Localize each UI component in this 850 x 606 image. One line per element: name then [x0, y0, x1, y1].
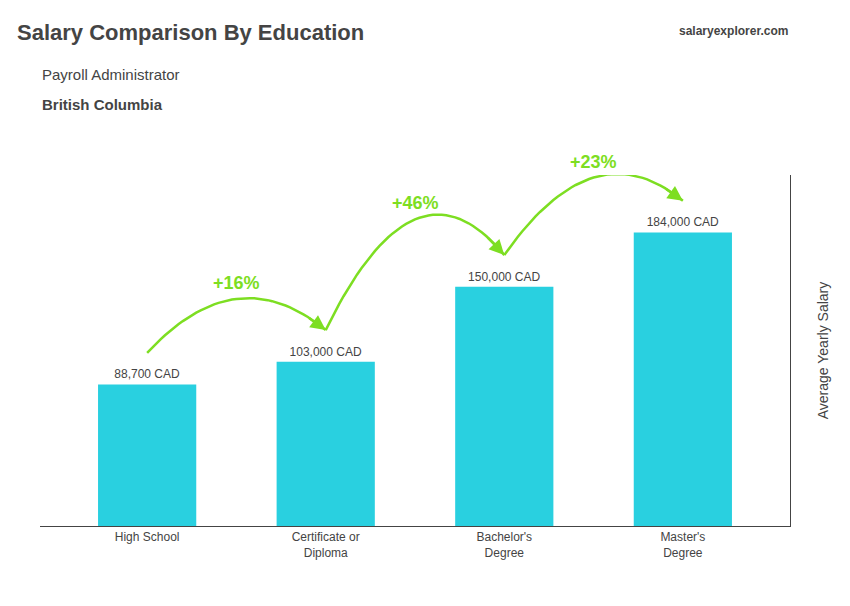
svg-text:+46%: +46%	[392, 193, 439, 213]
svg-text:Average Yearly Salary: Average Yearly Salary	[815, 282, 831, 420]
svg-text:Salary Comparison By Education: Salary Comparison By Education	[17, 20, 364, 45]
svg-text:Bachelor'sDegree: Bachelor'sDegree	[476, 530, 532, 560]
svg-text:88,700 CAD: 88,700 CAD	[114, 367, 180, 381]
svg-text:103,000 CAD: 103,000 CAD	[290, 345, 362, 359]
svg-text:salaryexplorer.com: salaryexplorer.com	[679, 24, 788, 38]
svg-text:High School: High School	[115, 530, 180, 544]
svg-text:184,000 CAD: 184,000 CAD	[647, 215, 719, 229]
svg-text:Payroll Administrator: Payroll Administrator	[42, 66, 180, 83]
svg-text:+16%: +16%	[213, 273, 260, 293]
svg-text:Certificate orDiploma: Certificate orDiploma	[292, 530, 360, 560]
svg-text:Master'sDegree: Master'sDegree	[660, 530, 705, 560]
svg-text:British Columbia: British Columbia	[42, 96, 163, 113]
svg-text:150,000 CAD: 150,000 CAD	[468, 270, 540, 284]
svg-text:+23%: +23%	[570, 152, 617, 172]
